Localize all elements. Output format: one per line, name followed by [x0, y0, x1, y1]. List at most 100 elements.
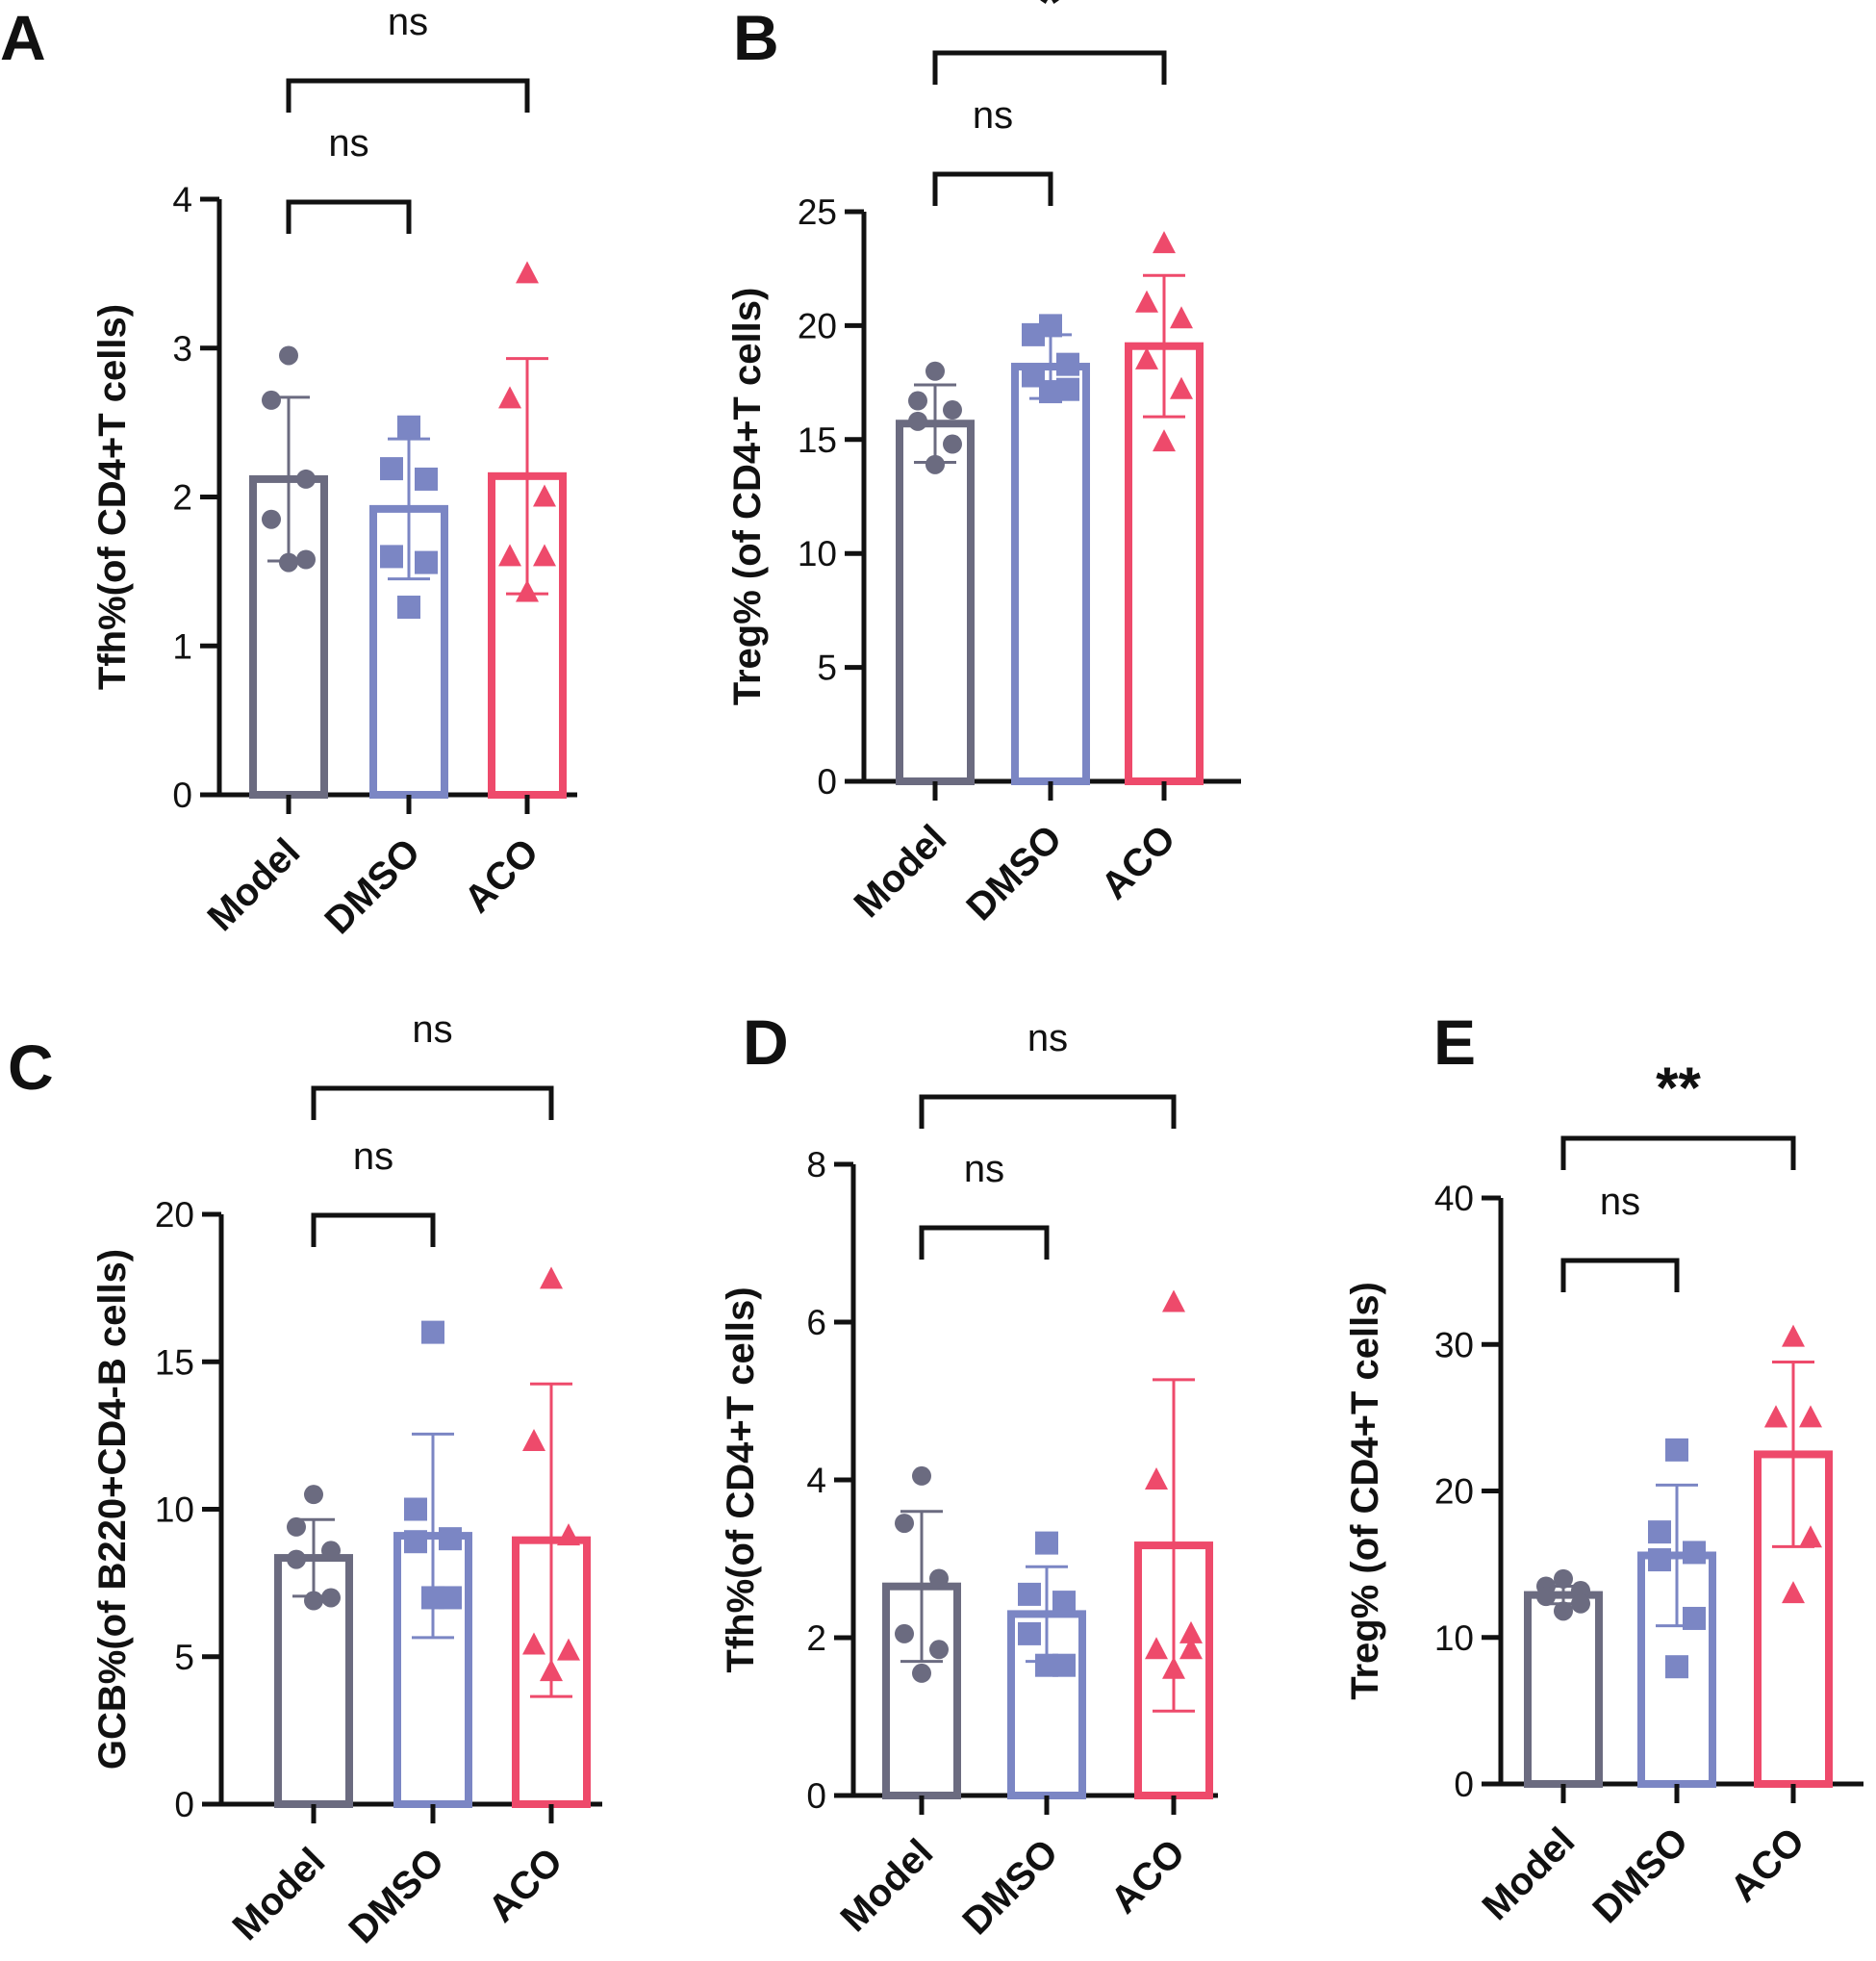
data-point-model: [912, 1465, 931, 1486]
data-point-dmso: [1648, 1520, 1671, 1544]
data-point-aco: [557, 1523, 580, 1546]
x-tick-label: DMSO: [958, 817, 1070, 929]
bar-model: [1524, 1591, 1603, 1789]
y-tick-label: 3: [172, 329, 192, 369]
y-axis-label: Tfh%(of CD4+T cells): [720, 1286, 762, 1672]
x-tick-label: Model: [1475, 1820, 1584, 1928]
data-point-dmso: [1022, 322, 1045, 346]
panel-letter: B: [733, 2, 779, 73]
y-tick-label: 5: [817, 649, 837, 688]
significance-bracket: [311, 1085, 554, 1120]
data-point-dmso: [397, 415, 420, 439]
data-point-model: [321, 1541, 341, 1561]
y-tick-label: 0: [817, 762, 837, 802]
data-point-dmso: [415, 550, 438, 574]
y-tick-label: 2: [172, 478, 192, 518]
y-axis-label: GCB%(of B220+CD4-B cells): [91, 1249, 134, 1770]
panel-letter: E: [1433, 1006, 1476, 1078]
y-tick-label: 30: [1434, 1325, 1474, 1364]
significance-label: ns: [1027, 1017, 1068, 1059]
x-tick-label: Model: [225, 1840, 334, 1948]
data-point-aco: [1170, 376, 1193, 399]
data-point-model: [1554, 1568, 1573, 1589]
data-point-model: [279, 552, 298, 573]
significance-bracket: [932, 50, 1167, 85]
data-point-aco: [1179, 1637, 1203, 1660]
data-point-model: [1571, 1581, 1590, 1601]
y-tick-label: 2: [806, 1618, 826, 1658]
data-point-dmso: [397, 596, 420, 620]
data-point-aco: [1764, 1405, 1787, 1428]
y-tick-label: 10: [1434, 1618, 1474, 1658]
data-point-aco: [1145, 1467, 1168, 1490]
data-point-dmso: [1665, 1438, 1688, 1462]
data-point-dmso: [1018, 1621, 1041, 1645]
data-point-model: [279, 345, 298, 366]
significance-bracket: [1560, 1135, 1796, 1170]
data-point-aco: [522, 1632, 545, 1655]
data-point-aco: [533, 484, 556, 507]
data-point-aco: [498, 386, 521, 409]
data-point-aco: [1153, 429, 1176, 452]
y-tick-label: 40: [1434, 1179, 1474, 1218]
y-tick-label: 4: [172, 180, 192, 219]
data-point-model: [908, 391, 927, 411]
y-tick-label: 6: [806, 1303, 826, 1342]
y-tick-label: 4: [806, 1461, 826, 1500]
data-point-aco: [1153, 231, 1176, 254]
data-point-dmso: [1648, 1548, 1671, 1572]
data-point-aco: [1135, 290, 1158, 313]
bar-dmso: [1011, 363, 1090, 785]
data-point-model: [1571, 1593, 1590, 1614]
panel-d: D 0 2 4 6 8 Tfh%(of CD4+T cells) Model DMSO ACO ns…: [720, 1006, 1218, 1943]
significance-bracket: [919, 1225, 1050, 1260]
data-point-aco: [1145, 1637, 1168, 1660]
panel-a: A 0 1 2 3 4 Tfh%(of CD4+T cells) Model DMSO ACO ns…: [0, 1, 577, 942]
x-tick-label: Model: [847, 817, 955, 926]
panel-letter: A: [0, 2, 46, 73]
significance-bracket: [932, 171, 1053, 206]
data-point-dmso: [1035, 1653, 1058, 1677]
data-point-model: [895, 1623, 914, 1643]
significance-bracket: [286, 78, 530, 113]
data-point-dmso: [421, 1586, 444, 1610]
panel-letter: C: [8, 1031, 54, 1103]
data-point-model: [943, 400, 962, 420]
data-point-dmso: [439, 1527, 462, 1551]
significance-label: **: [1656, 1056, 1701, 1120]
data-point-aco: [498, 544, 521, 567]
x-tick-label: DMSO: [317, 830, 428, 942]
data-point-aco: [557, 1638, 580, 1661]
data-point-model: [296, 549, 316, 570]
data-point-model: [296, 469, 316, 489]
data-point-dmso: [380, 545, 403, 569]
data-point-dmso: [380, 457, 403, 481]
data-point-model: [925, 361, 945, 381]
significance-label: ns: [973, 94, 1013, 137]
y-tick-label: 15: [798, 420, 837, 460]
significance-bracket: [286, 199, 412, 234]
data-point-dmso: [1683, 1606, 1706, 1630]
x-tick-label: Model: [833, 1831, 942, 1940]
data-point-model: [304, 1591, 323, 1611]
significance-label: ns: [388, 1, 428, 43]
data-point-aco: [1162, 1289, 1185, 1312]
significance-label: ns: [412, 1008, 452, 1051]
panel-e: E 0 10 20 30 40 Treg% (of CD4+T cells) Model DMS…: [1344, 1006, 1863, 1931]
y-tick-label: 5: [174, 1638, 194, 1677]
y-tick-label: 0: [806, 1776, 826, 1816]
bar-model: [896, 420, 975, 785]
data-point-dmso: [1039, 380, 1062, 404]
data-point-dmso: [415, 467, 438, 491]
data-point-dmso: [1683, 1541, 1706, 1565]
panel-c: C 0 5 10 15 20 GCB%(of B220+CD4-B cells) Model D…: [8, 1008, 602, 1951]
data-point-aco: [516, 261, 539, 284]
data-point-dmso: [1665, 1655, 1688, 1679]
data-point-dmso: [404, 1530, 427, 1554]
y-axis-label: Tfh%(of CD4+T cells): [91, 304, 134, 690]
data-point-model: [912, 1663, 931, 1683]
panel-letter: D: [743, 1006, 789, 1078]
data-point-dmso: [1056, 352, 1079, 376]
data-point-model: [943, 434, 962, 454]
data-point-model: [929, 1640, 949, 1660]
